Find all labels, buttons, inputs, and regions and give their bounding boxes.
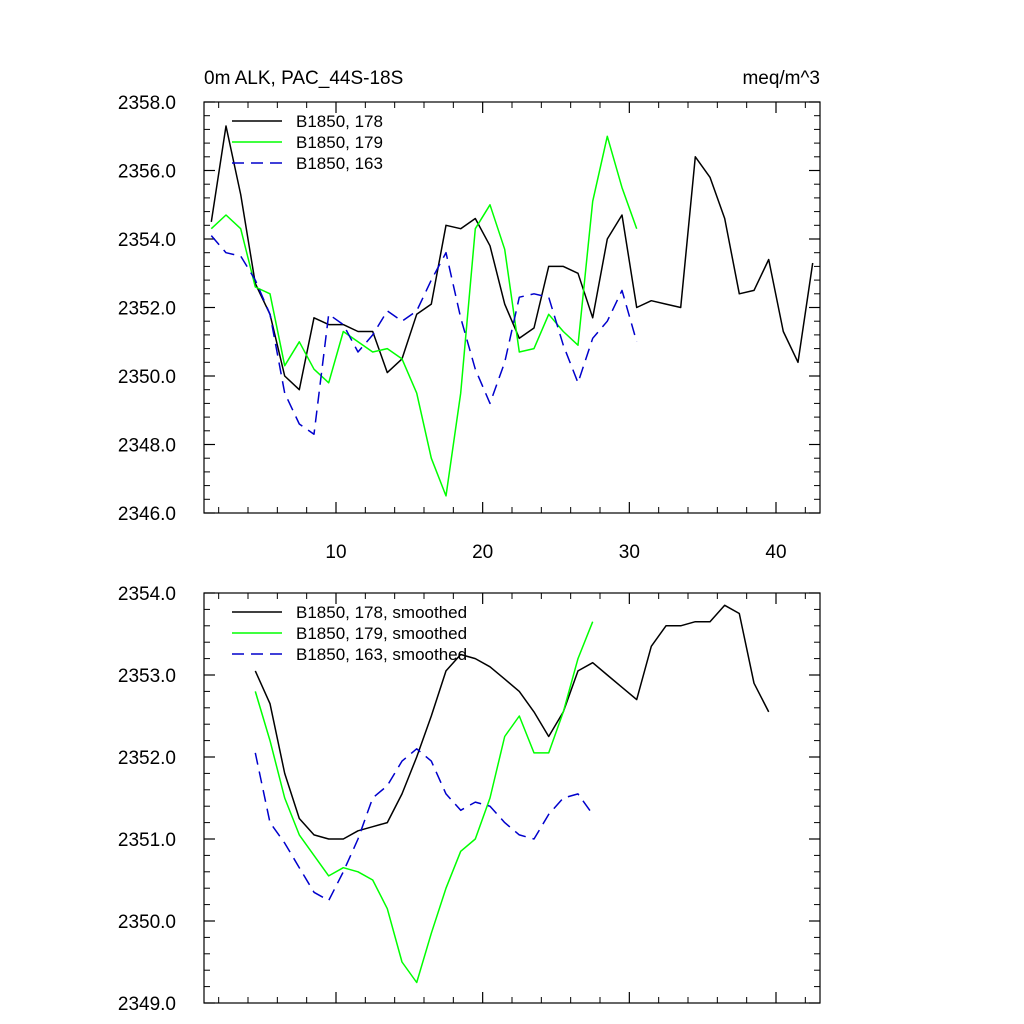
top-panel-legend: B1850, 178 B1850, 179 B1850, 163 bbox=[232, 112, 383, 173]
ytick-label: 2346.0 bbox=[118, 504, 176, 525]
bottom-panel-ticks: 2349.0 2350.0 2351.0 2352.0 2353.0 2354.0 bbox=[118, 584, 820, 1015]
legend-label: B1850, 179, smoothed bbox=[296, 624, 467, 643]
series-line-1 bbox=[254, 621, 594, 984]
top-panel-series bbox=[210, 125, 814, 497]
xtick-label: 10 bbox=[325, 542, 346, 563]
xtick-label: 30 bbox=[619, 542, 640, 563]
top-panel-ticks: 2346.0 2348.0 2350.0 2352.0 2354.0 2356.0 2358… bbox=[118, 93, 820, 563]
series-line-0 bbox=[254, 604, 770, 840]
ytick-label: 2352.0 bbox=[118, 299, 176, 320]
top-panel: 0m ALK, PAC_44S-18S meq/m^3 2346.0 2348.0… bbox=[118, 68, 821, 563]
ytick-label: 2350.0 bbox=[118, 367, 176, 388]
bottom-panel-legend: B1850, 178, smoothed B1850, 179, smoothed… bbox=[232, 603, 467, 664]
series-line-0 bbox=[210, 125, 814, 391]
ytick-label: 2353.0 bbox=[118, 666, 176, 687]
ytick-label: 2351.0 bbox=[118, 830, 176, 851]
ytick-label: 2350.0 bbox=[118, 912, 176, 933]
legend-label: B1850, 179 bbox=[296, 133, 383, 152]
xtick-label: 40 bbox=[765, 542, 786, 563]
legend-label: B1850, 178, smoothed bbox=[296, 603, 467, 622]
top-panel-title: 0m ALK, PAC_44S-18S bbox=[204, 68, 403, 89]
xtick-label: 20 bbox=[472, 542, 493, 563]
ytick-label: 2348.0 bbox=[118, 436, 176, 457]
ytick-label: 2356.0 bbox=[118, 162, 176, 183]
ytick-label: 2349.0 bbox=[118, 994, 176, 1015]
ytick-label: 2352.0 bbox=[118, 748, 176, 769]
ytick-label: 2354.0 bbox=[118, 584, 176, 605]
legend-label: B1850, 163, smoothed bbox=[296, 645, 467, 664]
series-line-2 bbox=[254, 748, 594, 902]
legend-label: B1850, 178 bbox=[296, 112, 383, 131]
bottom-panel: 2349.0 2350.0 2351.0 2352.0 2353.0 2354.0 B18… bbox=[118, 584, 821, 1015]
series-line-1 bbox=[210, 135, 638, 497]
legend-label: B1850, 163 bbox=[296, 154, 383, 173]
top-panel-units: meq/m^3 bbox=[742, 68, 820, 89]
ytick-label: 2358.0 bbox=[118, 93, 176, 114]
bottom-panel-series bbox=[254, 604, 770, 984]
ytick-label: 2354.0 bbox=[118, 230, 176, 251]
